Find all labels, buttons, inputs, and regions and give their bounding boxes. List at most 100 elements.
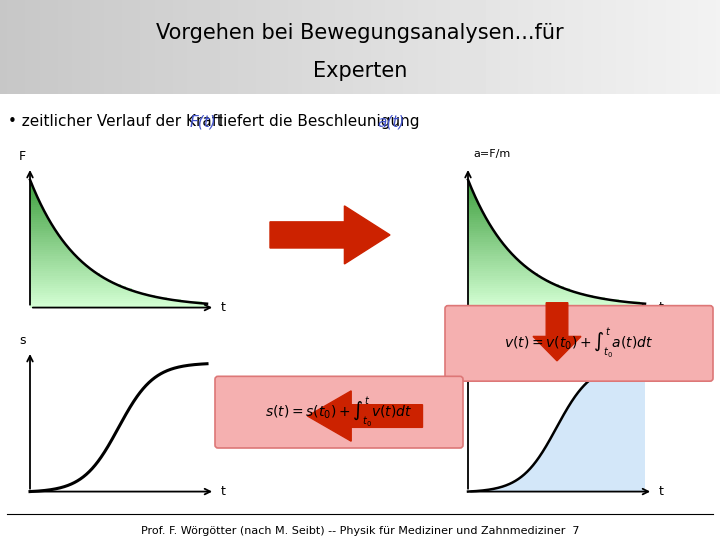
Bar <box>30 201 40 203</box>
Bar <box>30 244 67 246</box>
Bar <box>30 205 42 207</box>
Bar <box>468 263 523 265</box>
Bar <box>468 246 506 248</box>
Bar <box>468 241 503 244</box>
Bar <box>30 293 146 295</box>
Polygon shape <box>307 391 423 441</box>
Bar <box>468 299 619 301</box>
Bar <box>468 256 516 259</box>
Bar <box>30 284 120 286</box>
Bar <box>30 197 37 199</box>
Bar <box>30 278 107 280</box>
Bar <box>30 280 111 282</box>
Bar <box>30 220 50 222</box>
Bar <box>468 259 518 261</box>
Bar <box>468 218 487 220</box>
Bar <box>30 256 78 259</box>
Bar <box>30 231 57 233</box>
FancyBboxPatch shape <box>215 376 463 448</box>
Bar <box>468 197 476 199</box>
Text: Vorgehen bei Bewegungsanalysen...für: Vorgehen bei Bewegungsanalysen...für <box>156 23 564 43</box>
Bar <box>30 216 48 218</box>
Bar <box>30 263 85 265</box>
Bar <box>468 201 478 203</box>
Bar <box>468 303 645 306</box>
Bar <box>30 191 35 192</box>
Bar <box>468 291 576 293</box>
Bar <box>30 291 138 293</box>
Polygon shape <box>270 206 390 264</box>
Bar <box>30 235 60 237</box>
Bar <box>468 199 477 201</box>
Bar <box>30 282 115 284</box>
Bar <box>468 269 531 271</box>
Bar <box>468 271 534 273</box>
Bar <box>468 301 639 303</box>
Bar <box>468 295 593 297</box>
Bar <box>30 295 156 297</box>
Text: t: t <box>221 301 226 314</box>
Bar <box>468 186 471 188</box>
Bar <box>468 205 480 207</box>
Bar <box>30 225 53 227</box>
Bar <box>30 227 54 229</box>
Bar <box>30 306 207 308</box>
Bar <box>468 207 481 210</box>
Text: Experten: Experten <box>312 61 408 81</box>
Bar <box>30 267 91 269</box>
Bar <box>30 199 39 201</box>
Bar <box>468 192 474 194</box>
Text: a=F/m: a=F/m <box>473 150 510 159</box>
Bar <box>30 273 100 275</box>
Bar <box>468 261 521 263</box>
Bar <box>30 229 55 231</box>
Bar <box>468 273 538 275</box>
Polygon shape <box>533 303 581 361</box>
Bar <box>468 267 528 269</box>
FancyBboxPatch shape <box>445 306 713 381</box>
Text: F: F <box>19 150 26 163</box>
Bar <box>468 278 545 280</box>
Bar <box>30 186 33 188</box>
Bar <box>30 254 76 256</box>
Bar <box>468 286 564 288</box>
Bar <box>468 239 501 241</box>
Bar <box>30 184 32 186</box>
Bar <box>468 233 496 235</box>
Bar <box>30 286 126 288</box>
Text: F(t): F(t) <box>189 114 216 129</box>
Bar <box>30 246 68 248</box>
Bar <box>468 191 473 192</box>
Bar <box>468 235 498 237</box>
Bar <box>30 250 72 252</box>
Bar <box>468 293 584 295</box>
Text: $v(t) = v(t_0) + \int_{t_0}^{t} a(t)dt$: $v(t) = v(t_0) + \int_{t_0}^{t} a(t)dt$ <box>504 327 654 360</box>
Bar <box>468 210 482 212</box>
Bar <box>30 259 81 261</box>
Bar <box>30 233 58 235</box>
Polygon shape <box>468 364 645 491</box>
Bar <box>468 248 508 250</box>
Bar <box>468 244 505 246</box>
Bar <box>30 212 45 214</box>
Text: t: t <box>659 301 664 314</box>
Bar <box>30 248 71 250</box>
Bar <box>30 301 202 303</box>
Bar <box>468 284 559 286</box>
Bar <box>30 188 34 191</box>
Bar <box>30 203 41 205</box>
Bar <box>468 231 495 233</box>
Bar <box>468 275 541 278</box>
Bar <box>30 237 61 239</box>
Bar <box>468 216 486 218</box>
Bar <box>468 229 493 231</box>
Bar <box>468 282 553 284</box>
Bar <box>30 261 83 263</box>
Bar <box>30 192 36 194</box>
Text: t: t <box>659 485 664 498</box>
Bar <box>468 225 491 227</box>
Bar <box>468 203 480 205</box>
Bar <box>30 218 49 220</box>
Bar <box>30 210 44 212</box>
Bar <box>30 303 207 306</box>
